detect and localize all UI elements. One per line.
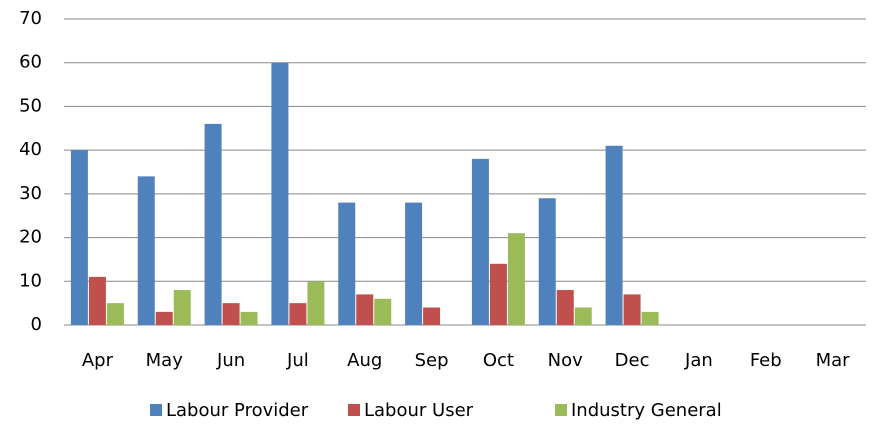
bar <box>155 311 173 325</box>
bar <box>173 290 191 325</box>
bar <box>489 263 507 325</box>
y-tick-label: 50 <box>19 95 42 116</box>
x-tick-label: Dec <box>615 350 650 371</box>
bar <box>204 123 222 326</box>
bar <box>137 176 155 325</box>
x-tick-label: Oct <box>483 350 514 371</box>
y-tick-label: 60 <box>19 52 42 73</box>
bar <box>605 145 623 325</box>
bar <box>307 281 325 325</box>
x-tick-label: Mar <box>816 350 851 371</box>
bar <box>374 298 392 325</box>
x-tick-label: Jan <box>684 350 713 371</box>
x-tick-label: Apr <box>82 350 114 371</box>
x-tick-label: Feb <box>750 350 782 371</box>
x-tick-label: Aug <box>347 350 382 371</box>
legend-label: Labour User <box>364 400 474 421</box>
x-tick-label: May <box>146 350 184 371</box>
bar <box>574 307 592 325</box>
x-tick-label: Sep <box>415 350 449 371</box>
legend-label: Industry General <box>571 400 722 421</box>
bar <box>471 158 489 325</box>
bar <box>623 294 641 325</box>
y-tick-label: 10 <box>19 270 42 291</box>
bar <box>556 290 574 325</box>
bar <box>538 198 556 325</box>
bar <box>641 311 659 325</box>
bar <box>240 311 258 325</box>
bar <box>222 303 240 325</box>
bar <box>271 62 289 325</box>
y-tick-label: 40 <box>19 139 42 160</box>
legend-swatch <box>150 404 162 416</box>
y-tick-label: 20 <box>19 227 42 248</box>
y-tick-label: 0 <box>31 314 42 335</box>
bar <box>405 202 423 325</box>
x-tick-label: Jul <box>286 350 309 371</box>
bar <box>106 303 124 325</box>
legend-swatch <box>555 404 567 416</box>
bar <box>356 294 374 325</box>
bar <box>507 233 525 325</box>
bar <box>289 303 307 325</box>
y-tick-label: 70 <box>19 8 42 29</box>
y-tick-label: 30 <box>19 183 42 204</box>
legend-label: Labour Provider <box>166 400 309 421</box>
bar <box>338 202 356 325</box>
x-tick-label: Jun <box>216 350 245 371</box>
x-tick-label: Nov <box>548 350 583 371</box>
bar <box>423 307 441 325</box>
bar <box>70 150 88 325</box>
legend-swatch <box>348 404 360 416</box>
bar <box>88 276 106 325</box>
